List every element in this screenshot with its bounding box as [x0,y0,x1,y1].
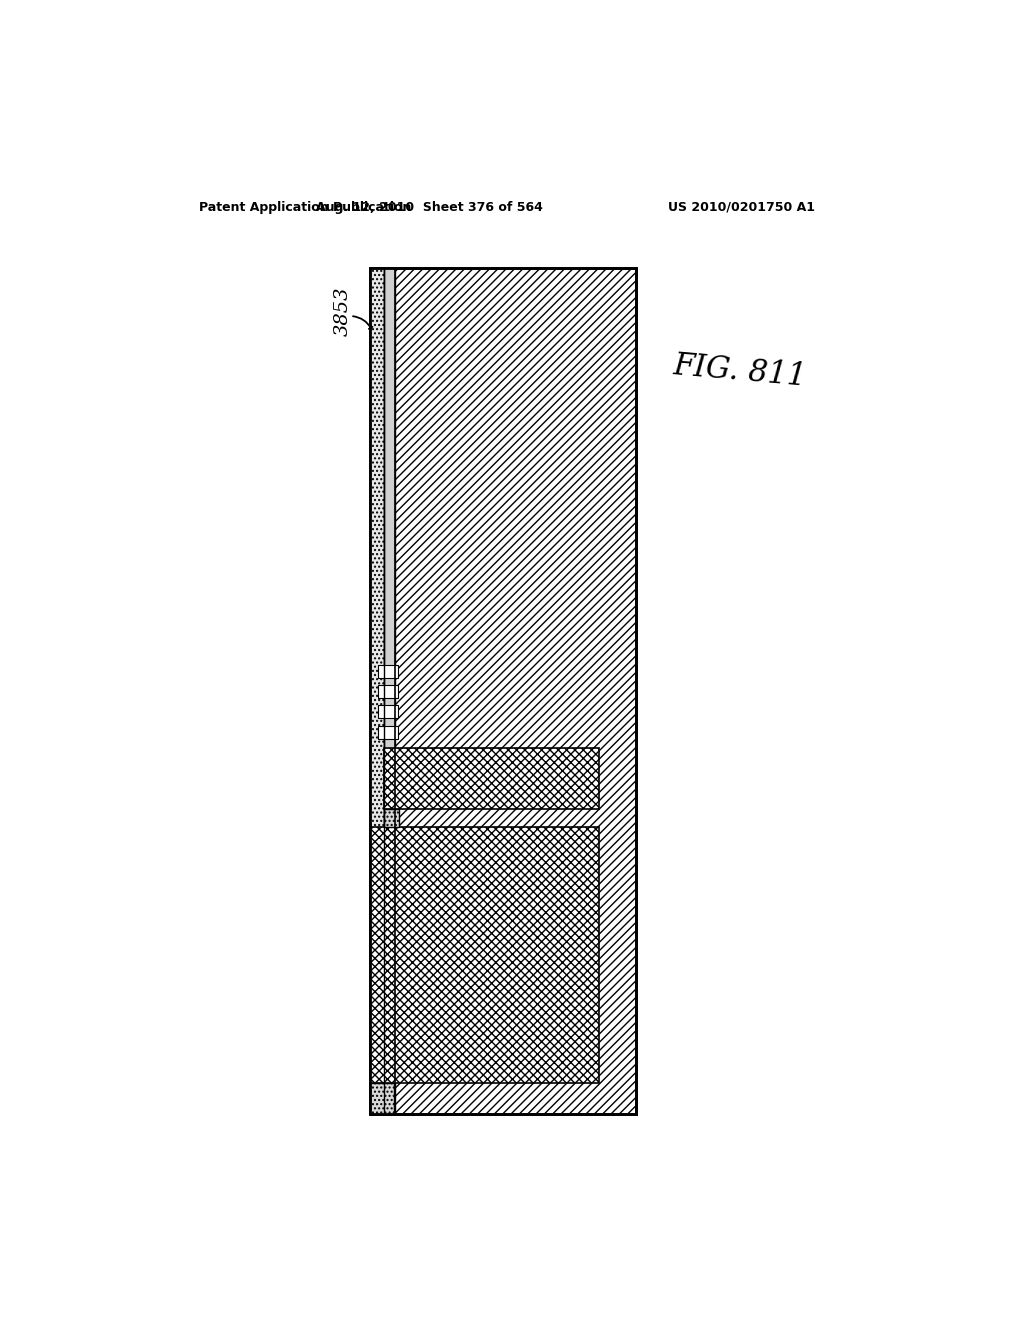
Text: 3853: 3853 [333,286,351,337]
Bar [378,664,398,677]
Bar [370,1084,394,1114]
Bar [378,705,398,718]
Bar [370,268,636,1114]
Bar [378,685,398,698]
Bar [378,726,398,739]
Text: Patent Application Publication: Patent Application Publication [200,201,412,214]
Bar [384,809,398,828]
Bar [370,828,599,1084]
Bar [384,268,395,1114]
Bar [370,268,384,1114]
Text: FIG. 811: FIG. 811 [672,351,808,393]
Text: Aug. 12, 2010  Sheet 376 of 564: Aug. 12, 2010 Sheet 376 of 564 [316,201,543,214]
Bar [370,268,636,1114]
Bar [384,748,599,809]
Text: US 2010/0201750 A1: US 2010/0201750 A1 [668,201,815,214]
